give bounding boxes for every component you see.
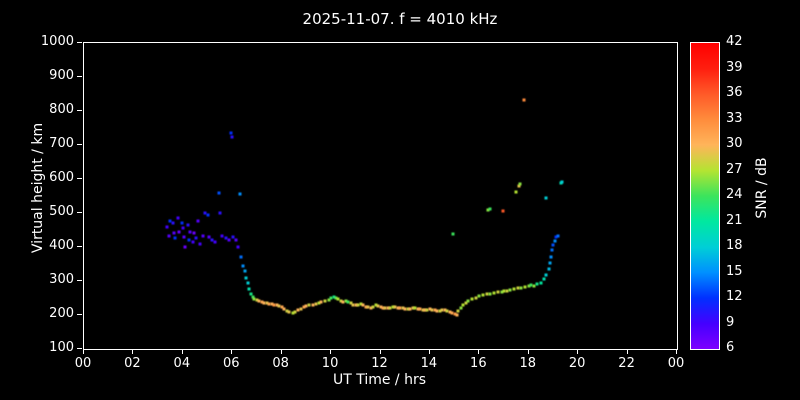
y-tick-label: 300 [49, 272, 74, 287]
colorbar-tick-label: 39 [726, 59, 743, 75]
x-tick-mark [478, 349, 480, 354]
x-tick-mark [527, 349, 529, 354]
x-tick-mark [676, 349, 677, 354]
y-tick-mark [77, 144, 82, 145]
colorbar-label: SNR / dB [754, 157, 770, 219]
colorbar-tick-label: 6 [726, 340, 735, 355]
colorbar-tick-label: 15 [726, 263, 743, 279]
y-tick-label: 600 [49, 170, 74, 185]
x-tick-mark [379, 349, 381, 354]
chart-title: 2025-11-07. f = 4010 kHz [302, 10, 498, 28]
x-tick-label: 18 [519, 356, 537, 371]
y-axis-label: Virtual height / km [30, 122, 46, 254]
x-tick-label: 06 [222, 356, 240, 371]
colorbar-tick-label: 21 [726, 212, 743, 228]
x-tick-label: 00 [74, 356, 92, 371]
x-tick-label: 20 [568, 356, 586, 371]
x-tick-label: 22 [618, 356, 635, 371]
x-tick-label: 16 [470, 356, 487, 371]
x-tick-mark [428, 349, 430, 354]
y-tick-label: 400 [49, 238, 74, 253]
x-tick-mark [330, 349, 332, 354]
y-tick-mark [77, 348, 82, 349]
colorbar-tick-label: 12 [726, 289, 743, 304]
x-tick-label: 04 [173, 356, 191, 371]
y-tick-label: 700 [49, 136, 74, 151]
y-tick-mark [77, 178, 82, 179]
x-tick-mark [83, 349, 84, 354]
x-tick-mark [626, 349, 628, 354]
y-tick-label: 500 [49, 204, 74, 219]
y-tick-label: 200 [49, 306, 74, 321]
x-tick-label: 10 [321, 356, 339, 371]
colorbar-tick-label: 9 [726, 314, 735, 330]
y-tick-mark [77, 110, 82, 111]
scatter-points-canvas [84, 43, 677, 349]
colorbar-tick-label: 30 [726, 136, 743, 151]
y-tick-label: 800 [49, 102, 74, 117]
colorbar-tick-label: 33 [726, 110, 743, 126]
x-tick-mark [132, 349, 134, 354]
snr-colorbar [690, 42, 720, 350]
y-tick-mark [77, 280, 82, 281]
y-tick-label: 900 [49, 68, 74, 83]
y-tick-mark [77, 212, 82, 213]
x-tick-mark [577, 349, 579, 354]
y-tick-mark [77, 76, 82, 77]
x-tick-label: 08 [272, 356, 289, 371]
y-tick-label: 100 [49, 340, 74, 355]
x-tick-mark [280, 349, 282, 354]
plot-area [83, 42, 678, 350]
y-tick-mark [77, 246, 82, 247]
x-tick-mark [231, 349, 233, 354]
y-tick-mark [77, 314, 82, 315]
y-tick-mark [77, 42, 82, 43]
x-tick-label: 12 [371, 356, 388, 371]
x-tick-mark [181, 349, 183, 354]
colorbar-tick-label: 42 [726, 34, 743, 49]
x-axis-label: UT Time / hrs [332, 372, 427, 388]
colorbar-tick-label: 27 [726, 161, 743, 177]
colorbar-tick-label: 18 [726, 238, 743, 253]
y-tick-label: 1000 [40, 34, 74, 49]
x-tick-label: 00 [667, 356, 685, 371]
colorbar-tick-label: 36 [726, 85, 743, 100]
colorbar-tick-label: 24 [726, 187, 743, 202]
x-tick-label: 02 [124, 356, 141, 371]
x-tick-label: 14 [420, 356, 438, 371]
